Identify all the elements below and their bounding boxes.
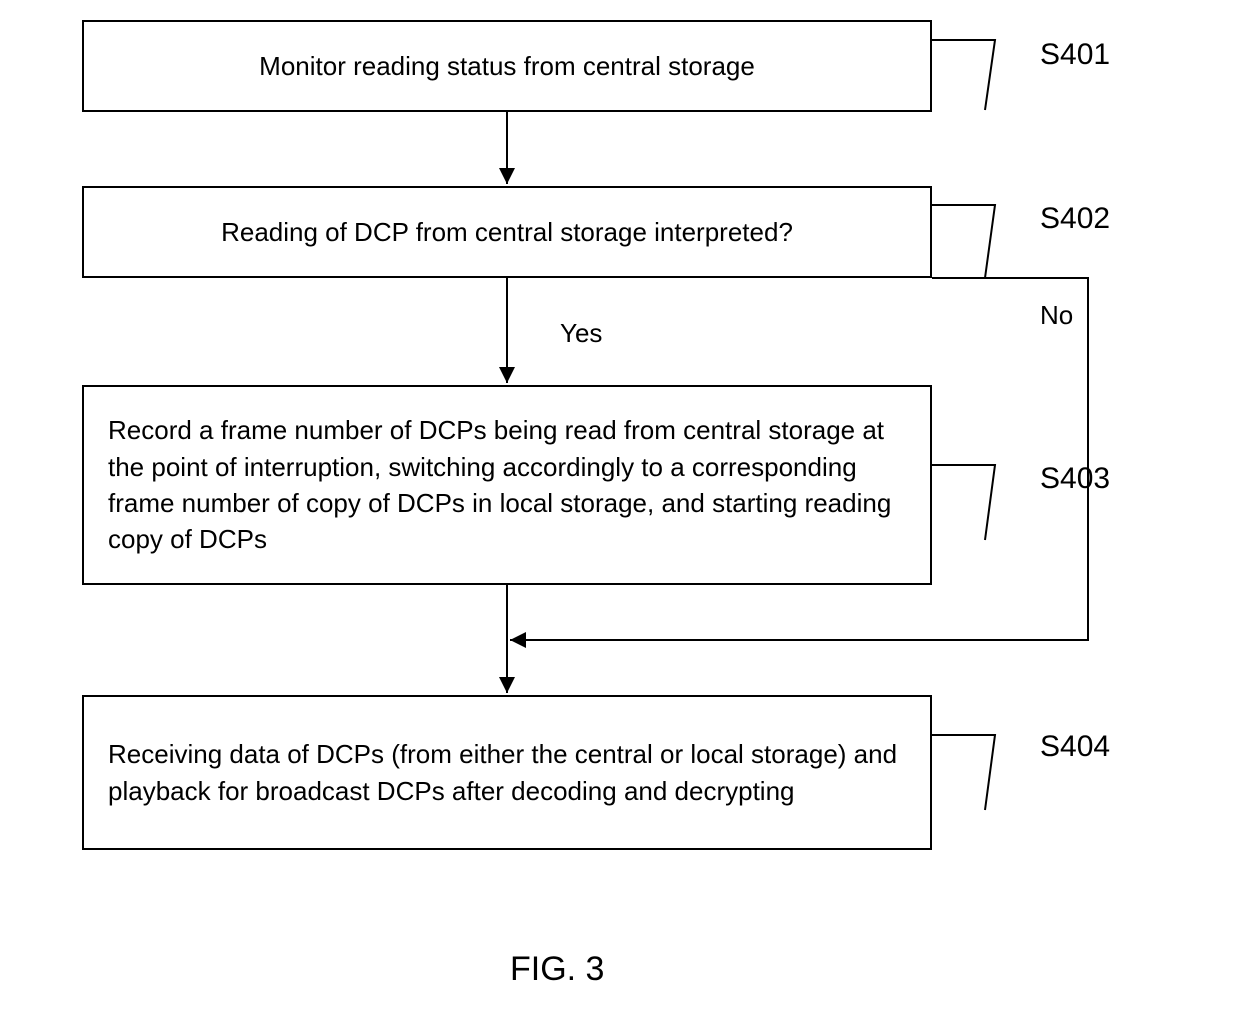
flow-node-s401: Monitor reading status from central stor… [82,20,932,112]
edge-label-yes: Yes [560,318,602,349]
node-text-s401: Monitor reading status from central stor… [259,48,755,84]
flow-node-s403: Record a frame number of DCPs being read… [82,385,932,585]
flowchart-container: Monitor reading status from central stor… [0,0,1240,1030]
flow-node-s402: Reading of DCP from central storage inte… [82,186,932,278]
flow-node-s404: Receiving data of DCPs (from either the … [82,695,932,850]
node-text-s403: Record a frame number of DCPs being read… [108,412,906,558]
node-text-s402: Reading of DCP from central storage inte… [221,214,793,250]
node-text-s404: Receiving data of DCPs (from either the … [108,736,906,809]
step-label-s402: S402 [1040,202,1110,236]
step-label-s404: S404 [1040,730,1110,764]
step-label-s401: S401 [1040,38,1110,72]
step-label-s403: S403 [1040,462,1110,496]
figure-label: FIG. 3 [510,950,604,989]
edge-label-no: No [1040,300,1073,331]
